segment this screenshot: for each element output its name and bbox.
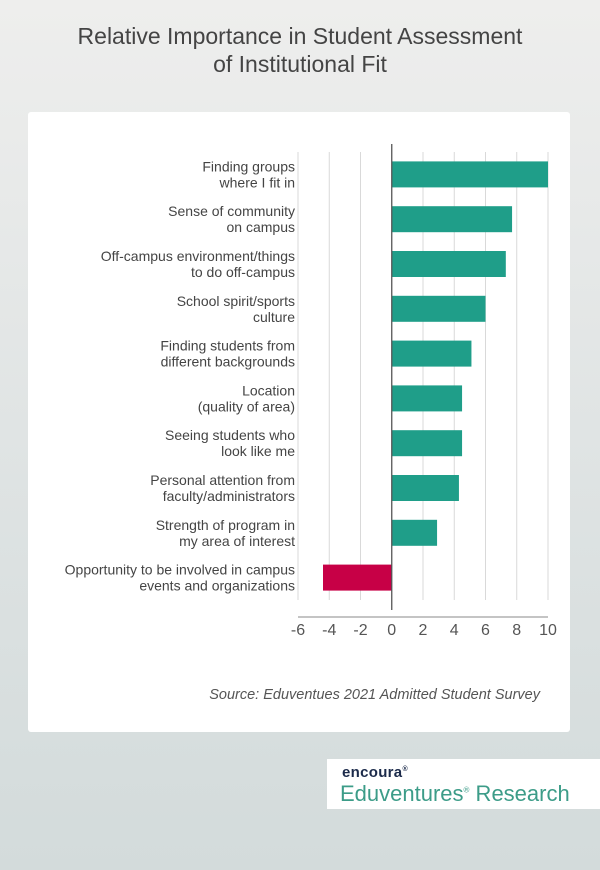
title-line-1: Relative Importance in Student Assessmen… — [77, 23, 523, 49]
bar — [391, 475, 459, 501]
source-note: Source: Eduventues 2021 Admitted Student… — [209, 687, 540, 703]
category-label: faculty/administrators — [163, 488, 295, 504]
x-tick-label: 4 — [450, 622, 459, 639]
category-label: Finding students from — [160, 338, 295, 354]
category-label: Off-campus environment/things — [101, 248, 295, 264]
bar — [391, 295, 486, 322]
x-tick-label: 8 — [512, 622, 521, 639]
category-label: Location — [242, 382, 295, 398]
bar — [391, 519, 438, 546]
chart-card: -6 -4 -2 0 2 4 6 8 10 Finding groups where I fit i… — [28, 112, 570, 732]
category-label: on campus — [227, 219, 295, 235]
bar — [391, 430, 463, 457]
x-tick-label: -4 — [322, 622, 336, 639]
x-tick-label: 10 — [539, 622, 557, 639]
title-line-2: of Institutional Fit — [213, 51, 387, 77]
category-label: (quality of area) — [198, 398, 295, 414]
eduventures-logo: encoura® Eduventures® Research — [327, 759, 600, 809]
category-label: Opportunity to be involved in campus — [65, 562, 295, 578]
category-label: Personal attention from — [150, 472, 295, 488]
category-label: my area of interest — [179, 533, 295, 549]
category-label: Finding groups — [202, 158, 295, 174]
x-tick-label: -6 — [291, 622, 305, 639]
chart-title: Relative Importance in Student Assessmen… — [0, 22, 600, 78]
bar — [391, 340, 472, 367]
category-label: look like me — [221, 443, 295, 459]
category-label: Seeing students who — [165, 427, 295, 443]
category-label: culture — [253, 309, 295, 325]
category-label: to do off-campus — [191, 264, 295, 280]
logo-brand: encoura® — [342, 764, 408, 781]
bar — [391, 206, 513, 233]
bar — [391, 385, 463, 412]
x-tick-label: -2 — [353, 622, 367, 639]
x-tick-label: 6 — [481, 622, 490, 639]
bar — [323, 564, 392, 591]
logo-product: Eduventures® Research — [340, 781, 570, 806]
category-label: where I fit in — [219, 174, 295, 190]
category-label: School spirit/sports — [177, 293, 295, 309]
x-tick-label: 2 — [419, 622, 428, 639]
x-tick-label: 0 — [387, 622, 396, 639]
bar — [391, 251, 506, 277]
category-label: Strength of program in — [156, 517, 295, 533]
category-label: events and organizations — [139, 578, 295, 594]
bar — [391, 161, 548, 188]
category-label: different backgrounds — [161, 354, 295, 370]
category-label: Sense of community — [168, 203, 295, 219]
